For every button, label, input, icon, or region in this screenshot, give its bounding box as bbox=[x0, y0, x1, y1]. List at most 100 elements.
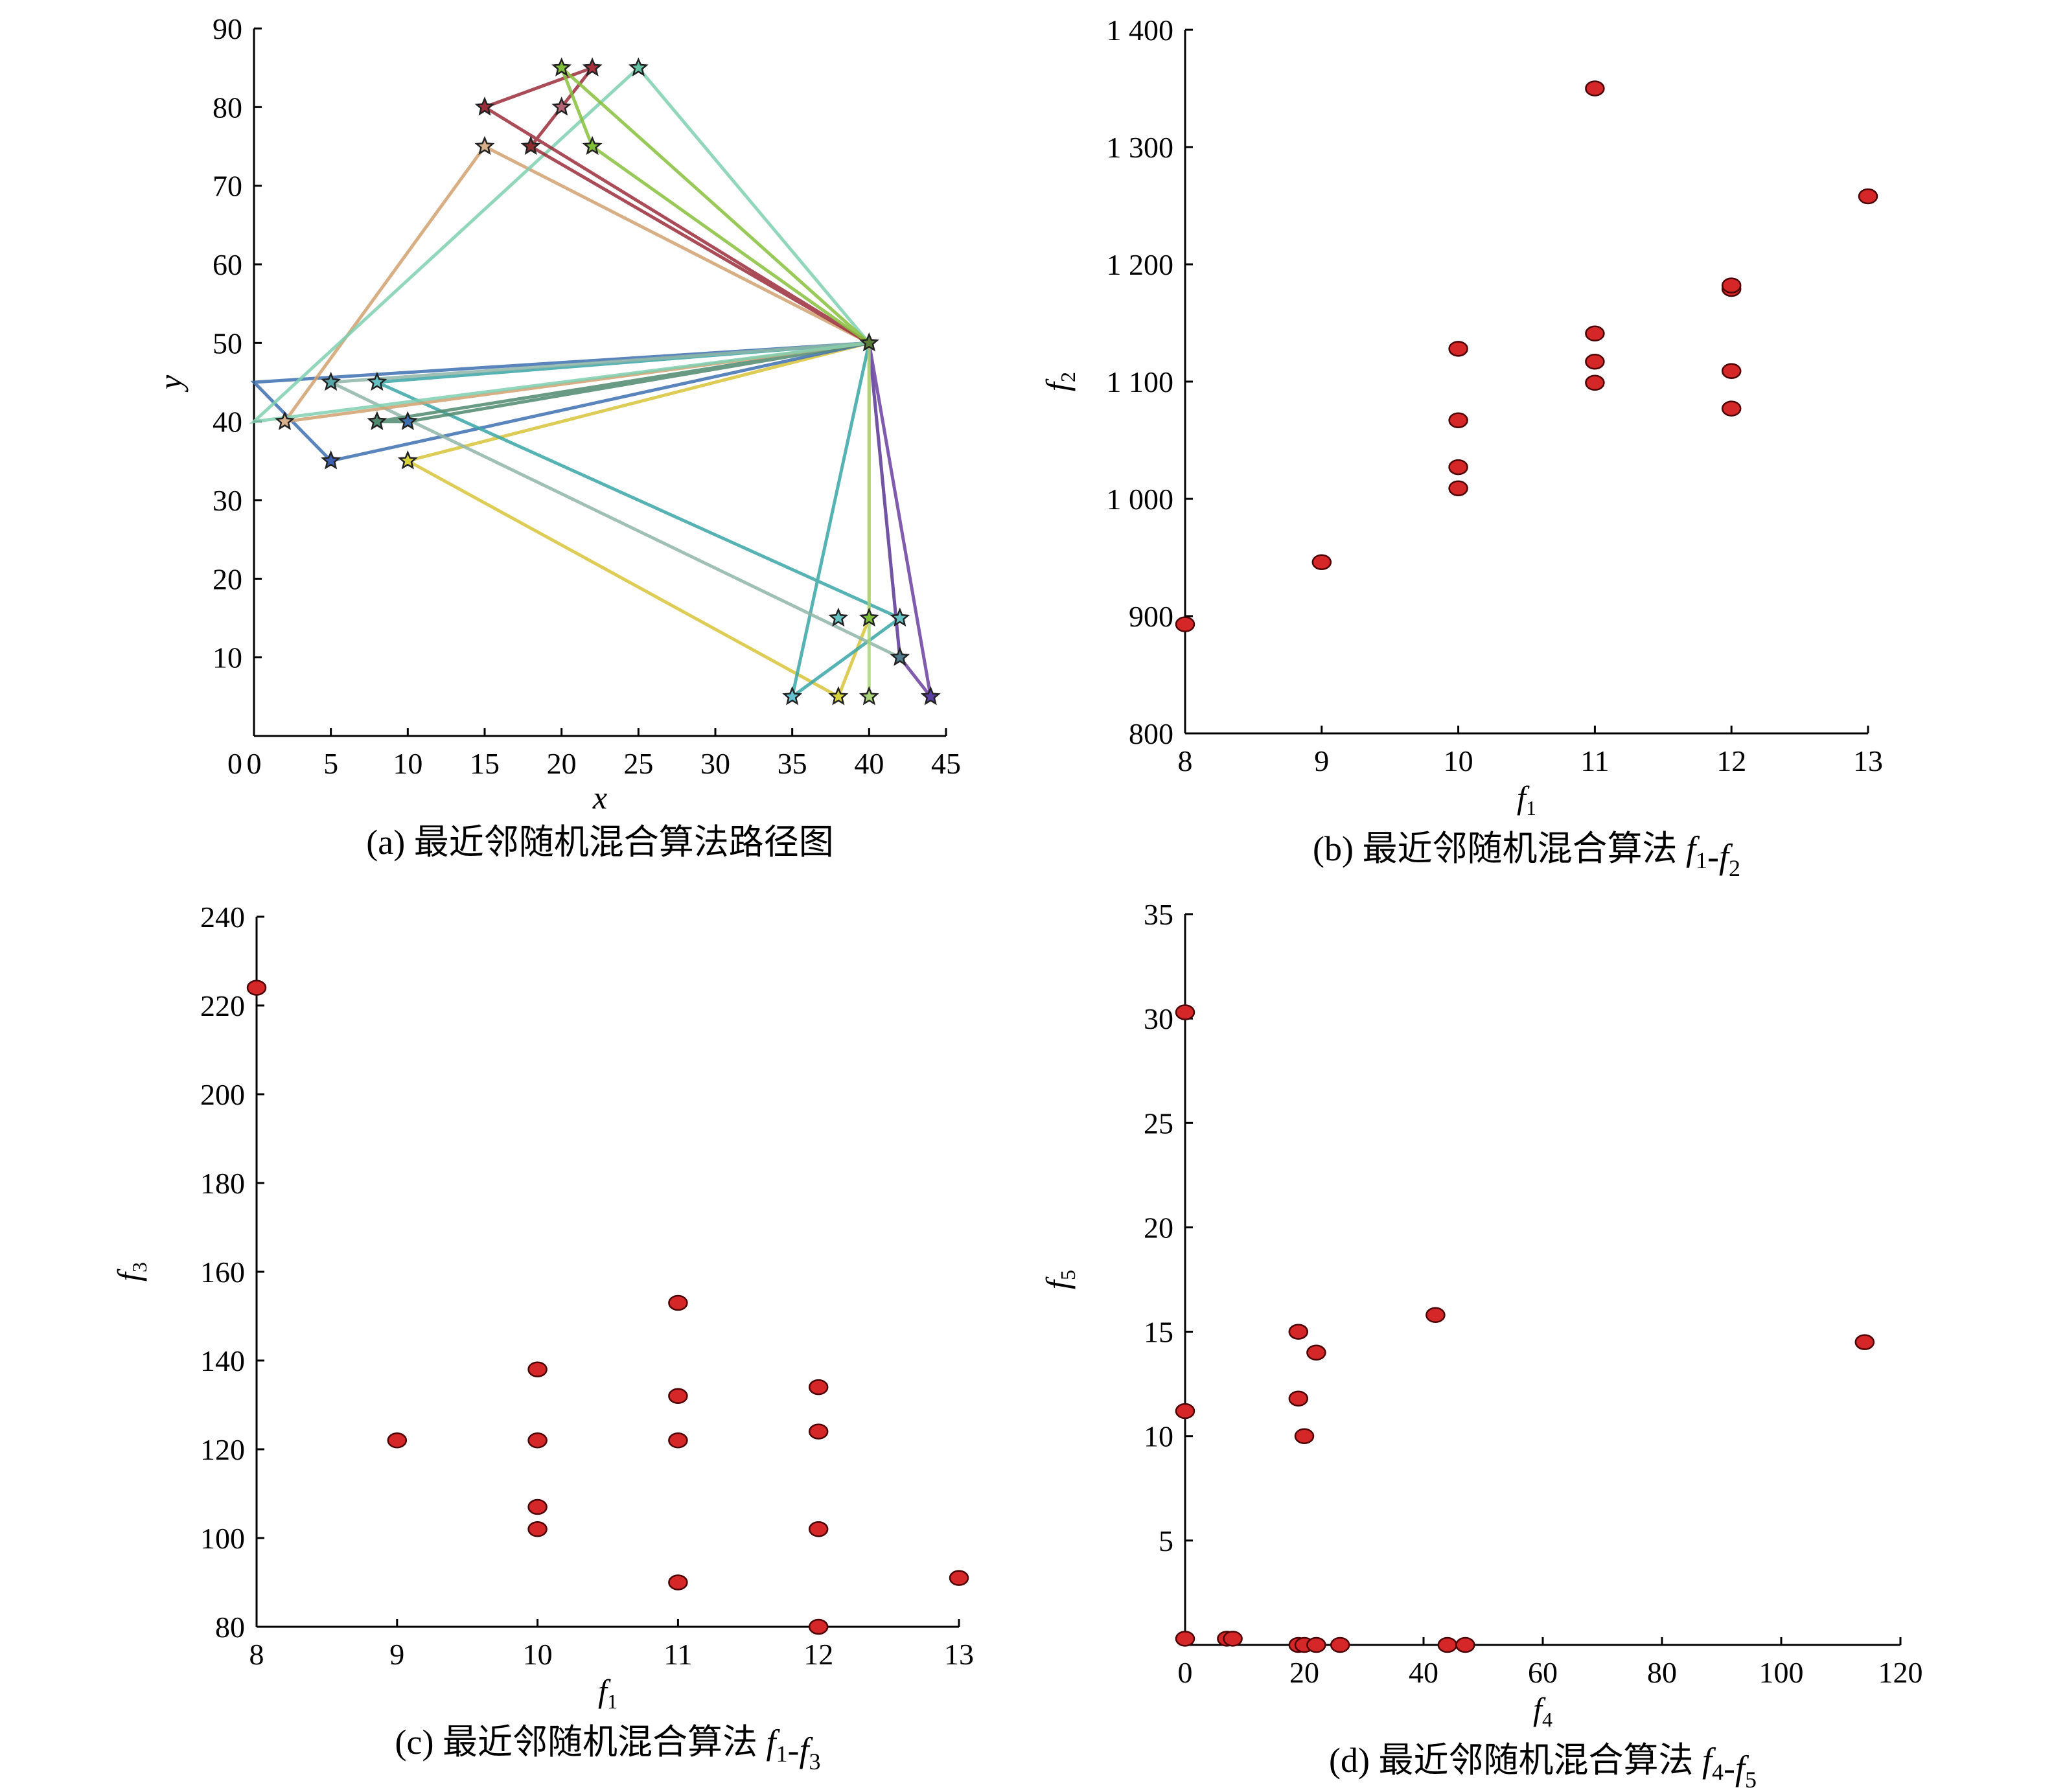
x-tick-label: 15 bbox=[470, 747, 500, 780]
data-point bbox=[1175, 1004, 1195, 1020]
x-tick-label: 25 bbox=[623, 747, 653, 780]
data-point bbox=[1585, 374, 1605, 391]
x-tick-label: 12 bbox=[803, 1638, 833, 1671]
x-tick-label: 120 bbox=[1878, 1656, 1923, 1689]
route-chart: 0 5 10 15 20 25 30 35 40 45 10 20 30 40 50 60 70 80 90 0 x y (… bbox=[152, 12, 961, 862]
x-tick-label: 5 bbox=[323, 747, 338, 780]
y-tick-label: 1 400 bbox=[1107, 14, 1174, 47]
customer-star bbox=[275, 411, 295, 430]
x-tick-label: 10 bbox=[393, 747, 422, 780]
data-point bbox=[1175, 1631, 1195, 1647]
y-tick-label: 160 bbox=[200, 1256, 245, 1289]
y-tick-label: 30 bbox=[1144, 1002, 1173, 1035]
x-tick-label: 20 bbox=[547, 747, 577, 780]
data-point bbox=[1858, 188, 1878, 205]
y-tick-label: 80 bbox=[213, 91, 242, 124]
route-line bbox=[867, 342, 932, 698]
customer-star bbox=[321, 450, 341, 470]
customer-star bbox=[582, 57, 603, 76]
f4-f5-scatter-chart: 0 20 40 60 80 100 120 5 10 15 20 25 30 35 f4 f5 (d) 最近邻随… bbox=[1039, 898, 1923, 1792]
x-tick-label: 60 bbox=[1528, 1656, 1558, 1689]
x-axis-title: f1 bbox=[598, 1673, 617, 1713]
x-tick-label: 100 bbox=[1759, 1656, 1804, 1689]
data-point bbox=[1330, 1637, 1350, 1653]
x-tick-label: 13 bbox=[944, 1638, 974, 1671]
data-point bbox=[527, 1499, 548, 1515]
customer-star bbox=[551, 97, 572, 116]
route-line bbox=[325, 341, 902, 660]
y-tick-label: 180 bbox=[200, 1167, 245, 1200]
data-point bbox=[1448, 341, 1468, 357]
x-axis-title: x bbox=[592, 779, 607, 816]
x-tick-label: 30 bbox=[700, 747, 730, 780]
customer-star bbox=[859, 686, 879, 706]
x-tick-label: 12 bbox=[1716, 744, 1746, 777]
data-point bbox=[1311, 554, 1332, 570]
data-point bbox=[1585, 325, 1605, 342]
customer-star bbox=[321, 371, 341, 391]
customer-star bbox=[582, 135, 603, 155]
customer-star bbox=[828, 607, 849, 627]
x-axis-title: f1 bbox=[1517, 779, 1536, 820]
route-line bbox=[560, 66, 870, 345]
data-point bbox=[1223, 1631, 1243, 1647]
x-tick-label: 11 bbox=[664, 1638, 692, 1671]
y-axis-title: f5 bbox=[1039, 1270, 1079, 1289]
customer-star bbox=[920, 686, 941, 706]
y-tick-label: 240 bbox=[200, 901, 245, 934]
y-tick-label: 30 bbox=[213, 484, 242, 517]
y-tick-label: 25 bbox=[1144, 1107, 1173, 1140]
customer-star bbox=[859, 607, 879, 627]
x-tick-label: 40 bbox=[854, 747, 884, 780]
y-tick-label: 140 bbox=[200, 1344, 245, 1377]
y-tick-label: 10 bbox=[213, 641, 242, 674]
y-tick-label: 60 bbox=[213, 248, 242, 281]
x-tick-label: 35 bbox=[778, 747, 807, 780]
data-point bbox=[668, 1432, 688, 1449]
x-tick-label: 9 bbox=[1314, 744, 1329, 777]
data-point bbox=[527, 1521, 548, 1537]
data-point bbox=[1448, 459, 1468, 476]
data-point bbox=[1288, 1324, 1309, 1340]
x-tick-label: 10 bbox=[523, 1638, 553, 1671]
x-tick-label: 0 bbox=[1178, 1656, 1193, 1689]
customer-star bbox=[628, 57, 649, 76]
y-tick-label: 15 bbox=[1144, 1316, 1173, 1349]
x-tick-label: 8 bbox=[1178, 744, 1193, 777]
data-point bbox=[1721, 277, 1742, 293]
data-point bbox=[668, 1294, 688, 1311]
route-line bbox=[249, 65, 871, 424]
x-axis-title: f4 bbox=[1533, 1691, 1552, 1731]
route-line bbox=[376, 341, 870, 424]
customer-star bbox=[520, 135, 541, 155]
y-tick-label: 1 000 bbox=[1107, 483, 1174, 516]
data-point bbox=[808, 1618, 829, 1635]
customer-star bbox=[367, 411, 387, 430]
y-axis-title: f3 bbox=[111, 1262, 151, 1281]
data-point bbox=[808, 1423, 829, 1440]
y-tick-label: 20 bbox=[1144, 1211, 1173, 1244]
y-axis-title: f2 bbox=[1039, 372, 1079, 391]
x-tick-label: 0 bbox=[247, 747, 262, 780]
route-line bbox=[281, 144, 870, 424]
customer-star bbox=[782, 686, 803, 706]
data-point bbox=[808, 1521, 829, 1537]
y-tick-label: 200 bbox=[200, 1078, 245, 1111]
y-tick-label: 5 bbox=[1159, 1524, 1173, 1557]
y-tick-label: 220 bbox=[200, 989, 245, 1022]
chart-caption: (d) 最近邻随机混合算法 f4-f5 bbox=[1329, 1741, 1757, 1792]
customer-star bbox=[367, 371, 387, 391]
x-tick-label: 11 bbox=[1580, 744, 1609, 777]
y-axis-title: y bbox=[152, 374, 189, 393]
y-tick-label: 10 bbox=[1144, 1420, 1173, 1453]
data-point bbox=[246, 980, 267, 996]
data-point bbox=[1294, 1428, 1315, 1444]
y-tick-label: 80 bbox=[215, 1611, 245, 1644]
customer-star bbox=[828, 686, 849, 706]
customer-star bbox=[397, 411, 418, 430]
customer-star bbox=[474, 135, 495, 155]
x-tick-label: 20 bbox=[1289, 1656, 1319, 1689]
customer-star bbox=[474, 97, 495, 116]
data-point bbox=[1175, 616, 1195, 632]
y-tick-label: 1 200 bbox=[1107, 248, 1174, 281]
